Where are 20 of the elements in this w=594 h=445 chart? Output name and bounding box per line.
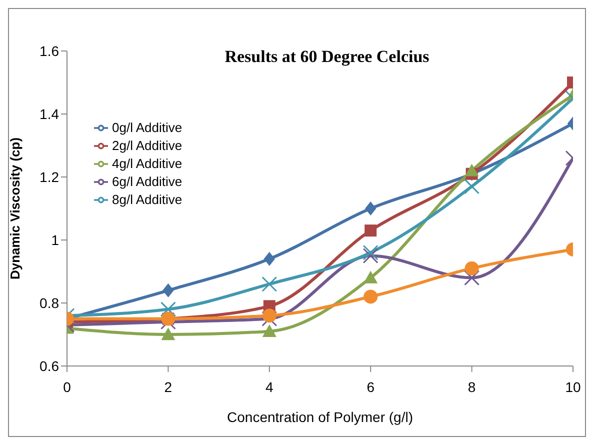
x-tick-label: 10	[565, 378, 581, 395]
x-tick-label: 2	[164, 378, 172, 395]
x-axis-title: Concentration of Polymer (g/l)	[227, 409, 413, 425]
legend-label: 2g/l Additive	[112, 138, 182, 153]
y-tick-label: 0.8	[40, 294, 60, 311]
x-tick-label: 0	[63, 378, 72, 395]
legend-label: 6g/l Additive	[112, 174, 182, 189]
x-tick-label: 4	[266, 378, 274, 395]
y-tick-label: 1.4	[40, 106, 60, 122]
y-axis-title: Dynamic Viscosity (cp)	[8, 137, 23, 280]
y-tick-label: 1	[51, 232, 60, 248]
x-tick-label: 6	[366, 378, 375, 395]
y-tick-label: 1.6	[40, 42, 60, 59]
legend-label: 8g/l Additive	[112, 192, 182, 207]
y-tick-label: 0.6	[40, 358, 60, 374]
chart-title: Results at 60 Degree Celcius	[224, 47, 430, 66]
legend-label: 0g/l Additive	[112, 120, 182, 135]
x-tick-label: 8	[468, 378, 476, 395]
y-tick-label: 1.2	[40, 168, 60, 185]
legend-label: 4g/l Additive	[112, 156, 182, 171]
